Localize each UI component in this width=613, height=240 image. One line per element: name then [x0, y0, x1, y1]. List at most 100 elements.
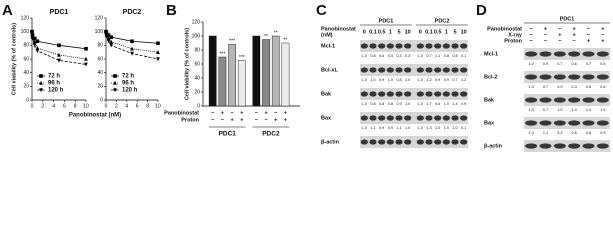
bar	[252, 35, 261, 107]
quant-label: 1.5	[600, 108, 605, 112]
marker	[57, 43, 61, 48]
x-axis-label: Panobinostat (nM)	[69, 113, 121, 119]
condition-sign: −	[255, 117, 258, 123]
chart-title: PDC1	[50, 9, 69, 16]
blot-band	[442, 67, 450, 73]
condition-sign: +	[601, 38, 604, 44]
y-tick-label: 100	[21, 29, 30, 35]
legend-label: 72 h	[122, 74, 134, 80]
y-tick-label: 60	[97, 56, 103, 62]
blot-label: Mcl-1	[484, 51, 498, 57]
blot-band	[596, 143, 609, 149]
marker	[84, 62, 88, 67]
quant-label: 1.1	[396, 126, 401, 130]
marker	[57, 58, 61, 63]
condition-sign: −	[274, 110, 277, 116]
condition-sign: +	[240, 117, 243, 123]
quant-label: 1.2	[426, 78, 431, 82]
blot-strip	[360, 136, 468, 148]
quant-label: 0.7	[557, 62, 562, 66]
blot-band	[553, 51, 566, 57]
quant-label: 1.0	[435, 126, 440, 130]
blot-band	[568, 120, 581, 126]
blot-band	[434, 43, 442, 49]
blot-band	[425, 67, 433, 73]
condition-sign: −	[530, 26, 533, 32]
blot-band	[425, 43, 433, 49]
condition-label: Panobinostat	[164, 110, 199, 116]
bar	[218, 56, 227, 107]
condition-sign: +	[544, 26, 547, 32]
y-tick-label: 0	[100, 97, 103, 103]
quant-label: 0.3	[405, 54, 410, 58]
blot-band	[460, 43, 468, 49]
blot-band	[369, 67, 377, 73]
condition-sign: −	[601, 32, 604, 38]
lane-label: 0.1	[425, 29, 433, 35]
quant-label: 1.0	[444, 126, 449, 130]
quant-label: 0.9	[461, 102, 466, 106]
quant-label: 0.6	[435, 102, 440, 106]
legend-label: 120 h	[48, 88, 64, 94]
lane-label: 10	[461, 29, 467, 35]
blot-band	[386, 115, 394, 121]
quant-label: 0.9	[543, 62, 548, 66]
blot-band	[395, 139, 403, 145]
blot-label: Bcl-2	[484, 74, 497, 80]
quant-label: 1.0	[418, 126, 423, 130]
y-tick-label: 120	[192, 19, 201, 25]
marker	[156, 49, 160, 54]
quant-label: 0.6	[600, 85, 605, 89]
quant-label: 0.8	[452, 54, 457, 58]
condition-sign: −	[230, 110, 233, 116]
lane-label: 1	[389, 29, 392, 35]
y-tick-label: 40	[23, 70, 29, 76]
lane-label: 10	[405, 29, 411, 35]
x-tick-label: 10	[83, 103, 89, 109]
blot-band	[425, 139, 433, 145]
blot-band	[404, 115, 412, 121]
condition-sign: −	[544, 32, 547, 38]
blot-band	[568, 74, 581, 80]
bar	[262, 39, 270, 107]
blot-band	[425, 115, 433, 121]
marker	[104, 34, 109, 39]
marker	[130, 46, 134, 51]
blot-band	[553, 74, 566, 80]
legend-marker	[113, 88, 117, 93]
blot-band	[416, 91, 424, 97]
blot-band	[360, 91, 368, 97]
group-label: PDC1	[379, 18, 394, 24]
blot-band	[404, 139, 412, 145]
chart-title: PDC2	[123, 9, 142, 16]
marker	[109, 35, 113, 39]
blot-band	[460, 91, 468, 97]
blot-band	[525, 51, 538, 57]
condition-label: Proton	[181, 117, 199, 123]
blot-strip	[524, 71, 610, 83]
blot-band	[369, 43, 377, 49]
blot-band	[395, 67, 403, 73]
blot-band	[434, 139, 442, 145]
blot-band	[568, 51, 581, 57]
panel-letter: A	[2, 2, 13, 19]
marker	[32, 43, 37, 48]
condition-sign: −	[211, 117, 214, 123]
blot-band	[451, 115, 459, 121]
marker	[104, 29, 108, 34]
marker	[35, 49, 40, 53]
panel-letter: C	[316, 2, 327, 19]
legend-label: 72 h	[48, 74, 60, 80]
blot-band	[460, 115, 468, 121]
blot-band	[434, 115, 442, 121]
blot-band	[378, 91, 386, 97]
blot-band	[416, 67, 424, 73]
blot-band	[451, 67, 459, 73]
blot-strip	[524, 48, 610, 60]
quant-label: 1.0	[388, 78, 393, 82]
blot-band	[378, 115, 386, 121]
x-tick-label: 4	[125, 103, 128, 109]
quant-label: 1.0	[405, 78, 410, 82]
x-tick-label: 6	[63, 103, 66, 109]
